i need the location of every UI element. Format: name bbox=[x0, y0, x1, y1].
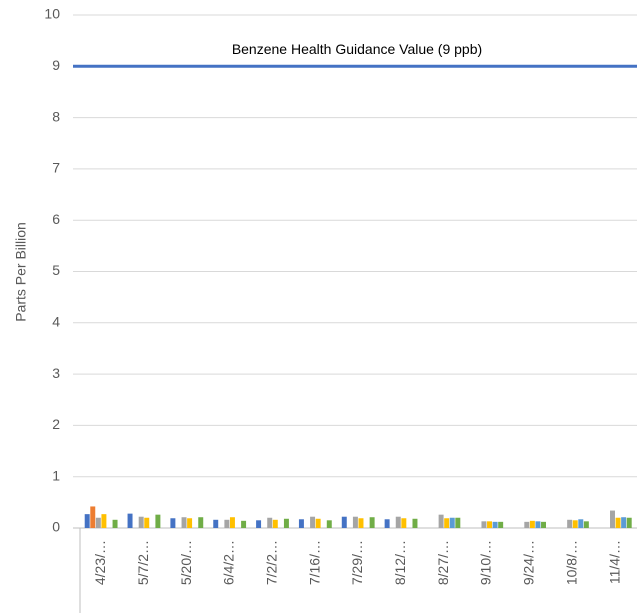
bar bbox=[444, 518, 450, 528]
bar bbox=[127, 513, 133, 528]
bar bbox=[578, 519, 584, 528]
x-tick-label: 7/16/… bbox=[306, 540, 322, 585]
x-tick-label: 8/12/… bbox=[392, 540, 408, 585]
bar bbox=[438, 514, 444, 528]
x-tick-label: 7/2/2… bbox=[264, 540, 280, 585]
y-tick-label: 4 bbox=[52, 314, 60, 330]
x-tick-label: 5/20/… bbox=[178, 540, 194, 585]
reference-label: Benzene Health Guidance Value (9 ppb) bbox=[232, 41, 482, 57]
bar bbox=[621, 517, 627, 528]
bar bbox=[449, 517, 455, 528]
bar bbox=[524, 521, 530, 528]
bar bbox=[498, 521, 504, 528]
bar bbox=[101, 514, 107, 528]
bar bbox=[412, 518, 418, 528]
x-tick-label: 6/4/2… bbox=[221, 540, 237, 585]
bar bbox=[455, 517, 461, 528]
bar bbox=[384, 519, 390, 528]
x-tick-label: 8/27/… bbox=[435, 540, 451, 585]
bar bbox=[198, 517, 204, 528]
bar bbox=[369, 517, 375, 528]
bar bbox=[95, 517, 101, 528]
bar bbox=[352, 516, 358, 528]
y-tick-label: 0 bbox=[52, 519, 60, 535]
bar bbox=[90, 506, 96, 528]
bar bbox=[310, 516, 316, 528]
bar bbox=[610, 510, 615, 528]
bar bbox=[144, 517, 150, 528]
bar bbox=[541, 521, 546, 528]
bar bbox=[401, 518, 407, 528]
x-tick-label: 9/10/… bbox=[478, 540, 494, 585]
bar bbox=[615, 517, 621, 528]
x-tick-label: 7/29/… bbox=[349, 540, 365, 585]
bar bbox=[138, 516, 144, 528]
bar bbox=[529, 520, 535, 528]
bar bbox=[170, 518, 176, 528]
bar bbox=[187, 518, 193, 528]
y-axis-label: Parts Per Billion bbox=[13, 222, 29, 322]
bar bbox=[155, 514, 161, 528]
y-tick-label: 7 bbox=[52, 160, 60, 176]
bar bbox=[567, 519, 573, 528]
bar bbox=[229, 517, 235, 528]
bar bbox=[572, 520, 578, 528]
y-tick-label: 10 bbox=[44, 6, 60, 22]
x-tick-label: 11/4/… bbox=[606, 540, 622, 584]
bar bbox=[583, 521, 589, 528]
bar bbox=[341, 516, 347, 528]
bar bbox=[535, 521, 541, 528]
bar bbox=[112, 519, 118, 528]
bar bbox=[395, 516, 401, 528]
x-tick-label: 10/8/… bbox=[563, 540, 579, 585]
bar bbox=[487, 521, 493, 528]
bar bbox=[213, 519, 219, 528]
bar bbox=[241, 520, 247, 528]
bar bbox=[481, 521, 487, 528]
bar bbox=[256, 520, 262, 528]
y-tick-label: 3 bbox=[52, 365, 60, 381]
y-tick-label: 9 bbox=[52, 57, 60, 73]
bar bbox=[315, 518, 321, 528]
y-tick-label: 8 bbox=[52, 108, 60, 124]
y-tick-label: 2 bbox=[52, 416, 60, 432]
x-tick-label: 5/7/2… bbox=[135, 540, 151, 585]
y-tick-label: 1 bbox=[52, 467, 60, 483]
bar bbox=[492, 521, 498, 528]
bar bbox=[283, 518, 289, 528]
bar bbox=[267, 517, 273, 528]
bar bbox=[224, 519, 230, 528]
bar bbox=[84, 514, 90, 528]
x-tick-label: 4/23/… bbox=[92, 540, 108, 585]
bar bbox=[326, 520, 332, 528]
x-tick-label: 9/24/… bbox=[521, 540, 537, 585]
bar bbox=[181, 517, 187, 528]
bar bbox=[272, 519, 278, 528]
bar bbox=[626, 517, 632, 528]
y-tick-label: 6 bbox=[52, 211, 60, 227]
y-tick-label: 5 bbox=[52, 262, 60, 278]
bar bbox=[298, 519, 304, 528]
bar bbox=[358, 518, 364, 528]
